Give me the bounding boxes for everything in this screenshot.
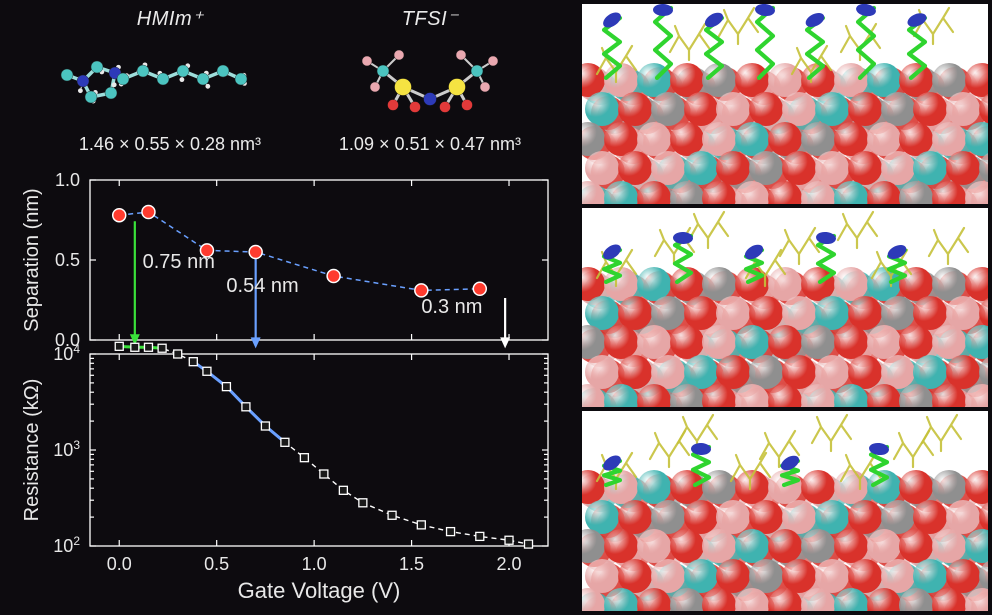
svg-text:Gate Voltage (V): Gate Voltage (V) [238, 578, 401, 603]
anion-dims: 1.09 × 0.51 × 0.47 nm³ [305, 134, 555, 155]
svg-text:104: 104 [53, 342, 80, 364]
svg-text:0.5: 0.5 [55, 250, 80, 270]
sim-panel-1 [582, 208, 988, 408]
sim-panel-2 [582, 411, 988, 611]
simulation-panels [580, 0, 990, 615]
svg-text:103: 103 [53, 438, 80, 460]
anion-structure [305, 31, 555, 129]
molecule-header: HMIm⁺ 1.46 × 0.55 × 0.28 nm³ TFSI⁻ 1.09 … [40, 6, 560, 166]
svg-text:Separation (nm): Separation (nm) [21, 188, 43, 331]
cation-structure [45, 31, 295, 129]
svg-text:0.54 nm: 0.54 nm [226, 275, 298, 297]
cation-label: HMIm⁺ [45, 6, 295, 31]
svg-text:2.0: 2.0 [497, 554, 522, 574]
anion-box: TFSI⁻ 1.09 × 0.51 × 0.47 nm³ [305, 6, 555, 166]
anion-label: TFSI⁻ [305, 6, 555, 31]
left-panel: HMIm⁺ 1.46 × 0.55 × 0.28 nm³ TFSI⁻ 1.09 … [0, 0, 575, 615]
cation-box: HMIm⁺ 1.46 × 0.55 × 0.28 nm³ [45, 6, 295, 166]
svg-text:0.0: 0.0 [107, 554, 132, 574]
svg-text:102: 102 [53, 534, 80, 556]
cation-dims: 1.46 × 0.55 × 0.28 nm³ [45, 134, 295, 155]
svg-text:Resistance (kΩ): Resistance (kΩ) [21, 379, 43, 522]
sim-panel-0 [582, 4, 988, 204]
svg-text:1.5: 1.5 [399, 554, 424, 574]
chart-zone: 0.00.51.01021031040.00.51.01.52.00.75 nm… [18, 168, 563, 603]
svg-text:0.3 nm: 0.3 nm [421, 296, 482, 318]
charts-svg: 0.00.51.01021031040.00.51.01.52.00.75 nm… [18, 168, 563, 603]
svg-text:0.5: 0.5 [204, 554, 229, 574]
svg-text:1.0: 1.0 [55, 170, 80, 190]
svg-text:1.0: 1.0 [302, 554, 327, 574]
